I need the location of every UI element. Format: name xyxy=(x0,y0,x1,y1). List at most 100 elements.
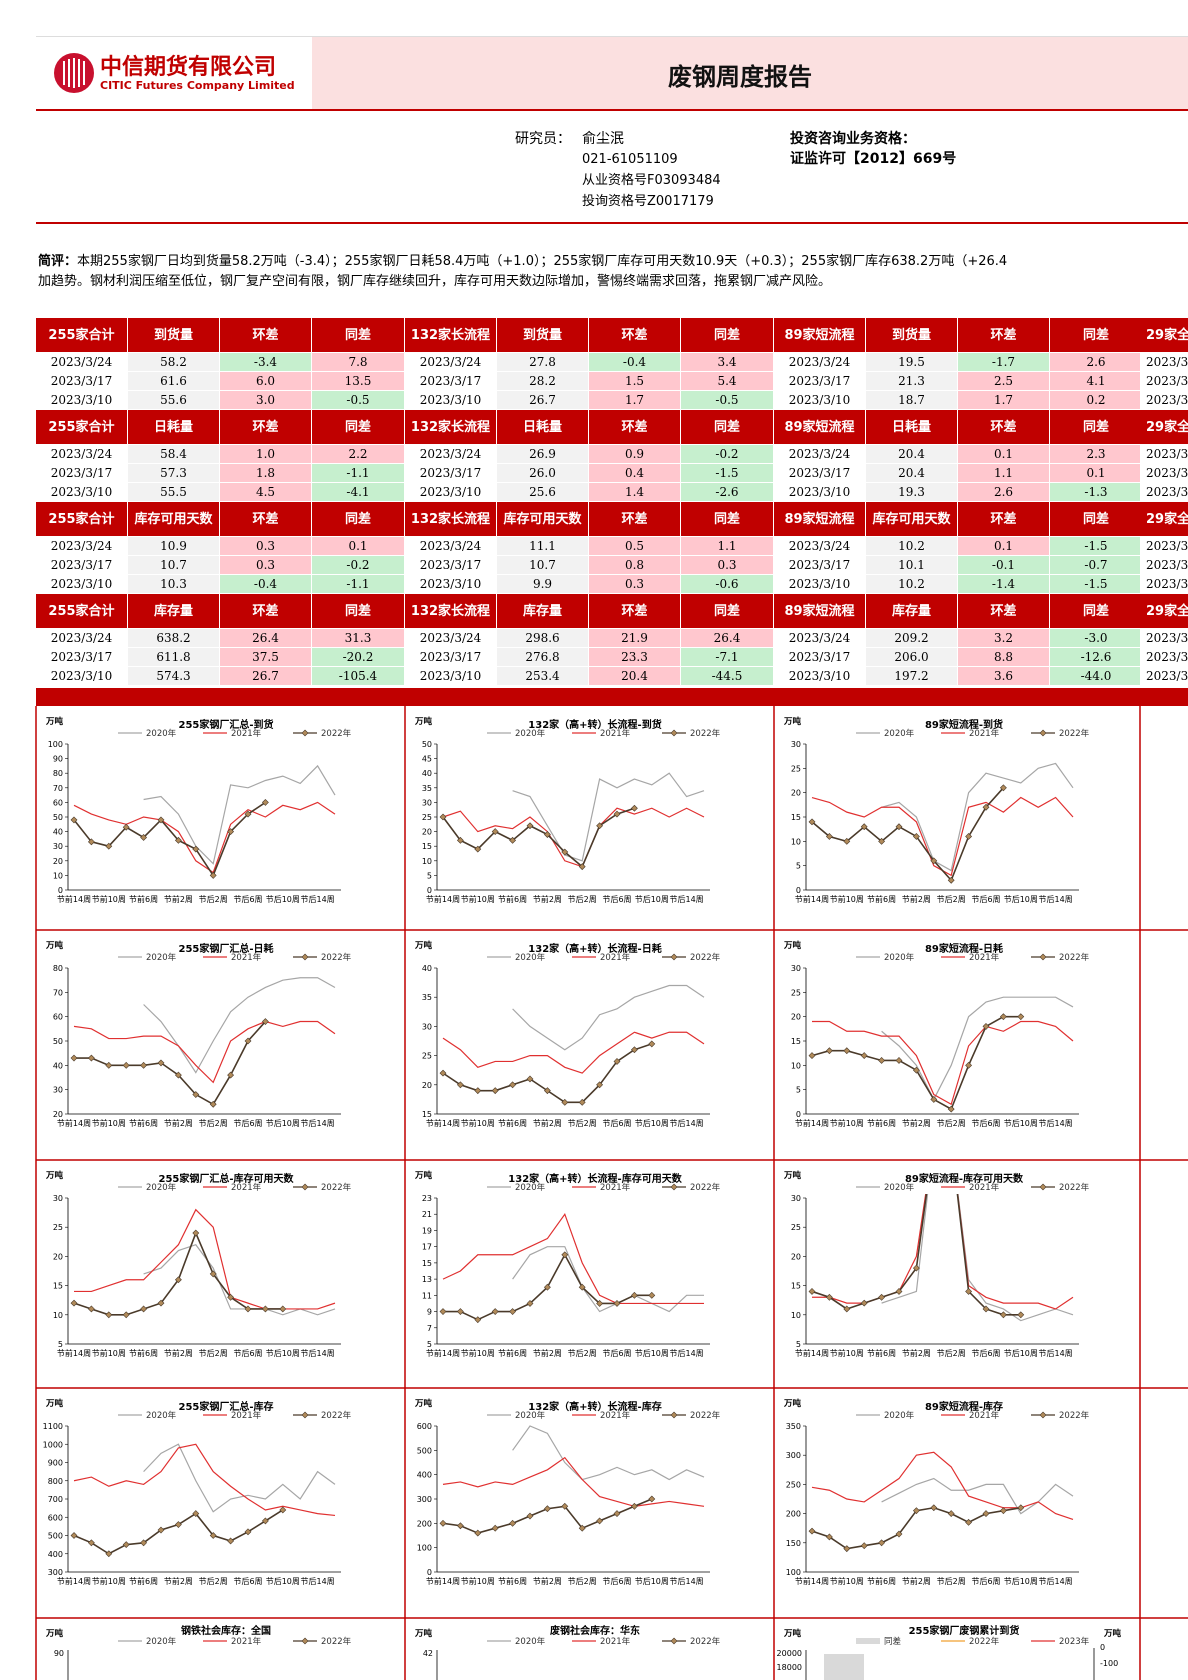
series-marker xyxy=(912,1507,920,1515)
series-marker xyxy=(105,1550,113,1558)
chart-title: 255家钢厂汇总-库存 xyxy=(178,1400,273,1413)
chart-unit: 万吨 xyxy=(414,1398,433,1409)
table-header: 环差 xyxy=(220,410,312,445)
y-tick-label: 20 xyxy=(422,1081,432,1090)
series-marker xyxy=(174,1071,182,1079)
series-marker xyxy=(895,1530,903,1538)
x-tick-label: 节前2周 xyxy=(533,894,562,904)
legend-marker xyxy=(301,1411,309,1419)
table-cell: 2023/3/10 xyxy=(36,391,128,410)
table-cell: 11.1 xyxy=(497,537,589,556)
table-cell: 10.2 xyxy=(866,537,958,556)
table-cell: 2023/3/17 xyxy=(405,372,497,391)
y-tick-label: 300 xyxy=(48,1568,63,1577)
y-tick-label: 250 xyxy=(786,1480,801,1489)
series-line xyxy=(73,801,266,878)
series-marker xyxy=(70,1299,78,1307)
series-marker xyxy=(613,1300,621,1307)
researcher-line: 从业资格号F03093484 xyxy=(582,173,721,188)
x-tick-label: 节前6周 xyxy=(867,1576,896,1586)
x-tick-label: 节前6周 xyxy=(129,894,158,904)
series-marker xyxy=(509,1519,517,1527)
table-header: 132家长流程 xyxy=(405,410,497,445)
legend-marker xyxy=(670,1183,678,1191)
series-marker xyxy=(578,863,586,871)
x-tick-label: 节前10周 xyxy=(461,894,495,904)
series-marker xyxy=(279,1506,287,1514)
x-tick-label: 节后6周 xyxy=(602,1118,631,1128)
legend-label: 2020年 xyxy=(515,1636,546,1647)
table-cell: 209.2 xyxy=(866,629,958,648)
table-cell: 2023/3/10 xyxy=(405,667,497,686)
y-tick-label: 9 xyxy=(427,1308,432,1317)
table-cell: -1.4 xyxy=(958,575,1050,594)
series-marker xyxy=(526,822,534,830)
table-header: 同差 xyxy=(681,502,774,537)
researcher-lines: 021-61051109 从业资格号F03093484 投询资格号Z001717… xyxy=(582,149,721,212)
series-marker xyxy=(561,1502,569,1510)
x-tick-label: 节后14周 xyxy=(1039,1348,1073,1358)
table-header: 库存量 xyxy=(497,594,589,629)
x-tick-label: 节后2周 xyxy=(937,1576,966,1586)
table-cell: 26.4 xyxy=(220,629,312,648)
table-cell: 2023/3/24 xyxy=(774,629,866,648)
series-line xyxy=(512,1425,705,1481)
table-cell: 58.4 xyxy=(128,445,220,464)
series-marker xyxy=(912,1264,920,1272)
legend-label: 2022年 xyxy=(690,1182,721,1193)
series-marker xyxy=(227,1537,235,1545)
table-cell: 2023/3/17 xyxy=(1140,372,1188,391)
table-header: 同差 xyxy=(312,594,405,629)
y-tick-label: 50 xyxy=(53,813,63,822)
y-tick-label: 10 xyxy=(791,837,801,846)
series-line xyxy=(442,1456,705,1507)
y-tick-label: 150 xyxy=(786,1539,801,1548)
table-cell: 0.1 xyxy=(312,537,405,556)
legend-marker xyxy=(301,1637,309,1645)
table-cell: 3.6 xyxy=(958,667,1050,686)
x-tick-label: 节前10周 xyxy=(830,1118,864,1128)
legend-marker xyxy=(1039,729,1047,737)
x-tick-label: 节后6周 xyxy=(233,1118,262,1128)
series-marker xyxy=(843,1047,851,1055)
y-tick-label: 10 xyxy=(53,1311,63,1320)
series-line xyxy=(881,1194,1074,1322)
y-tick-label: 25 xyxy=(791,988,801,997)
x-tick-label: 节后2周 xyxy=(199,894,228,904)
table-cell: 21.9 xyxy=(589,629,681,648)
table-cell: 1.0 xyxy=(220,445,312,464)
table-cell: 18.7 xyxy=(866,391,958,410)
table-cell: 2023/3/24 xyxy=(1140,629,1188,648)
table-cell: 2023/3/24 xyxy=(405,445,497,464)
table-cell: 2023/3/10 xyxy=(774,575,866,594)
series-line xyxy=(512,772,705,862)
x-tick-label: 节后6周 xyxy=(233,1576,262,1586)
x-tick-label: 节前10周 xyxy=(461,1348,495,1358)
table-cell: 2023/3/17 xyxy=(405,556,497,575)
series-line xyxy=(881,1477,1074,1515)
table-cell: 7.8 xyxy=(312,353,405,372)
legend-marker xyxy=(1039,1411,1047,1419)
table-cell: 19.3 xyxy=(866,483,958,502)
table-cell: 611.8 xyxy=(128,648,220,667)
x-tick-label: 节后6周 xyxy=(602,894,631,904)
series-marker xyxy=(596,822,604,830)
chart-title: 132家（高+转）长流程-库存可用天数 xyxy=(508,1172,682,1185)
table-header: 环差 xyxy=(589,502,681,537)
table-header: 环差 xyxy=(589,318,681,353)
x-tick-label: 节后14周 xyxy=(301,894,335,904)
series-marker xyxy=(526,1512,534,1520)
table-header: 89家短流程 xyxy=(774,594,866,629)
legend-label: 2022年 xyxy=(969,1636,1000,1647)
series-line xyxy=(811,1451,1074,1521)
series-marker xyxy=(843,1305,851,1313)
y-tick-label: 13 xyxy=(422,1275,432,1284)
y-tick-label: 400 xyxy=(48,1550,63,1559)
series-marker xyxy=(509,1308,517,1315)
chart-title: 132家（高+转）长流程-到货 xyxy=(528,718,661,731)
series-marker xyxy=(157,1059,165,1067)
chart-unit: 万吨 xyxy=(45,940,64,951)
x-tick-label: 节前6周 xyxy=(867,1118,896,1128)
table-header: 29家全 xyxy=(1140,502,1188,537)
legend-label: 2022年 xyxy=(321,952,352,963)
